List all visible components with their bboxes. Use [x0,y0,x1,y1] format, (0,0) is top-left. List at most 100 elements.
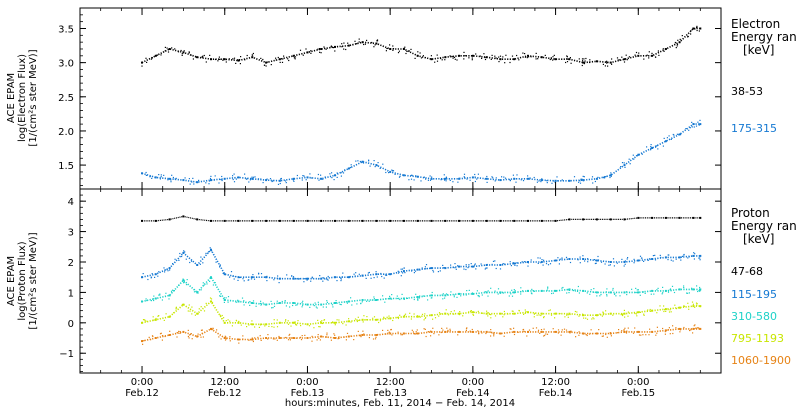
electron-point-noise [676,43,679,46]
proton-point-noise [559,258,561,260]
electron-point-noise [641,153,643,155]
proton-point-noise [152,298,154,300]
proton-point-noise [651,258,654,260]
proton-point-noise [358,319,360,322]
proton-point-noise [457,265,459,267]
proton-point-noise [284,301,286,303]
proton-point-noise [334,324,336,326]
proton-point-noise [643,314,645,316]
proton-point-noise [499,292,501,294]
proton-point-noise [695,327,697,329]
proton-point-noise [693,252,695,254]
proton-point-noise [336,319,338,321]
proton-point-noise [672,325,674,327]
proton-point-noise [145,298,147,300]
electron-point-noise [445,177,448,179]
electron-point-noise [606,60,608,62]
proton-point-noise [247,279,249,281]
electron-point-noise [160,174,162,176]
proton-point-noise [463,294,465,296]
electron-ylabel-2: log(Electron Flux) [17,54,28,142]
electron-point-noise [668,135,670,137]
proton-point-noise [514,290,516,292]
xtick-label-date: Feb.13 [291,388,325,399]
proton-point-noise [516,262,518,264]
proton-point-noise [441,327,443,329]
proton-point-noise [696,285,698,287]
proton-point-noise [191,338,193,340]
electron-point-noise [310,52,312,54]
electron-point-noise [491,54,493,56]
proton-point-noise [229,340,231,342]
electron-point-noise [452,57,454,59]
proton-point [251,302,254,304]
electron-point-noise [181,54,183,56]
proton-point-noise [627,257,629,259]
proton-point-noise [459,311,461,313]
proton-point-noise [445,293,448,295]
electron-point-noise [210,175,212,177]
electron-point-noise [260,178,262,180]
proton-point-noise [599,313,601,315]
proton-point-noise [251,320,253,322]
electron-point-noise [376,165,378,167]
proton-point-noise [201,329,203,331]
electron-ytick-label: 2.0 [58,127,74,138]
proton-point-noise [471,328,473,331]
proton-point-noise [520,287,522,289]
electron-point-noise [377,162,379,164]
proton-point-noise [270,300,272,302]
proton-point-noise [478,295,480,297]
proton-point-noise [523,330,525,332]
electron-ytick-label: 2.5 [58,93,74,104]
xtick-label-time: 0:00 [131,377,153,388]
electron-point-noise [420,180,422,182]
electron-point-noise [188,178,190,180]
electron-point-noise [602,63,604,65]
electron-point-noise [486,181,488,183]
proton-point-noise [494,315,497,317]
electron-point-noise [603,177,605,179]
electron-point-noise [578,181,580,183]
xtick-label-time: 12:00 [376,377,405,388]
proton-point [458,265,461,268]
proton-point-noise [477,310,479,312]
electron-point-noise [445,176,447,178]
electron-point-noise [555,180,557,182]
proton-point-noise [549,263,552,265]
proton-point-noise [613,293,616,295]
electron-point-noise [333,179,335,181]
electron-point-noise [561,179,563,181]
proton-point-noise [664,333,666,335]
electron-point-noise [218,56,220,58]
electron-point [430,58,433,61]
electron-point-noise [436,54,438,56]
proton-point-noise [592,317,594,319]
proton-point-noise [401,293,403,295]
electron-point-noise [275,57,277,59]
proton-point-noise [582,255,584,257]
electron-point-noise [369,165,371,167]
proton-point-noise [438,315,440,317]
proton-point-noise [257,336,259,338]
electron-point-noise [638,154,640,156]
electron-point-noise [629,163,631,165]
proton-point-noise [481,332,483,334]
proton-point-noise [472,313,474,316]
electron-point-noise [373,160,375,162]
proton-point-noise [267,338,269,340]
electron-point-noise [202,55,204,57]
proton-point-noise [591,318,593,320]
proton-point [540,330,543,333]
electron-point [196,181,199,184]
electron-point-noise [388,172,390,174]
electron-point [699,123,702,126]
proton-point-noise [691,301,694,303]
proton-point-noise [438,312,441,314]
proton-point-noise [656,332,658,334]
electron-point-noise [222,58,225,60]
electron-point-noise [477,173,479,175]
electron-point-noise [524,53,526,55]
proton-point-noise [401,268,404,270]
proton-point-noise [191,306,193,308]
